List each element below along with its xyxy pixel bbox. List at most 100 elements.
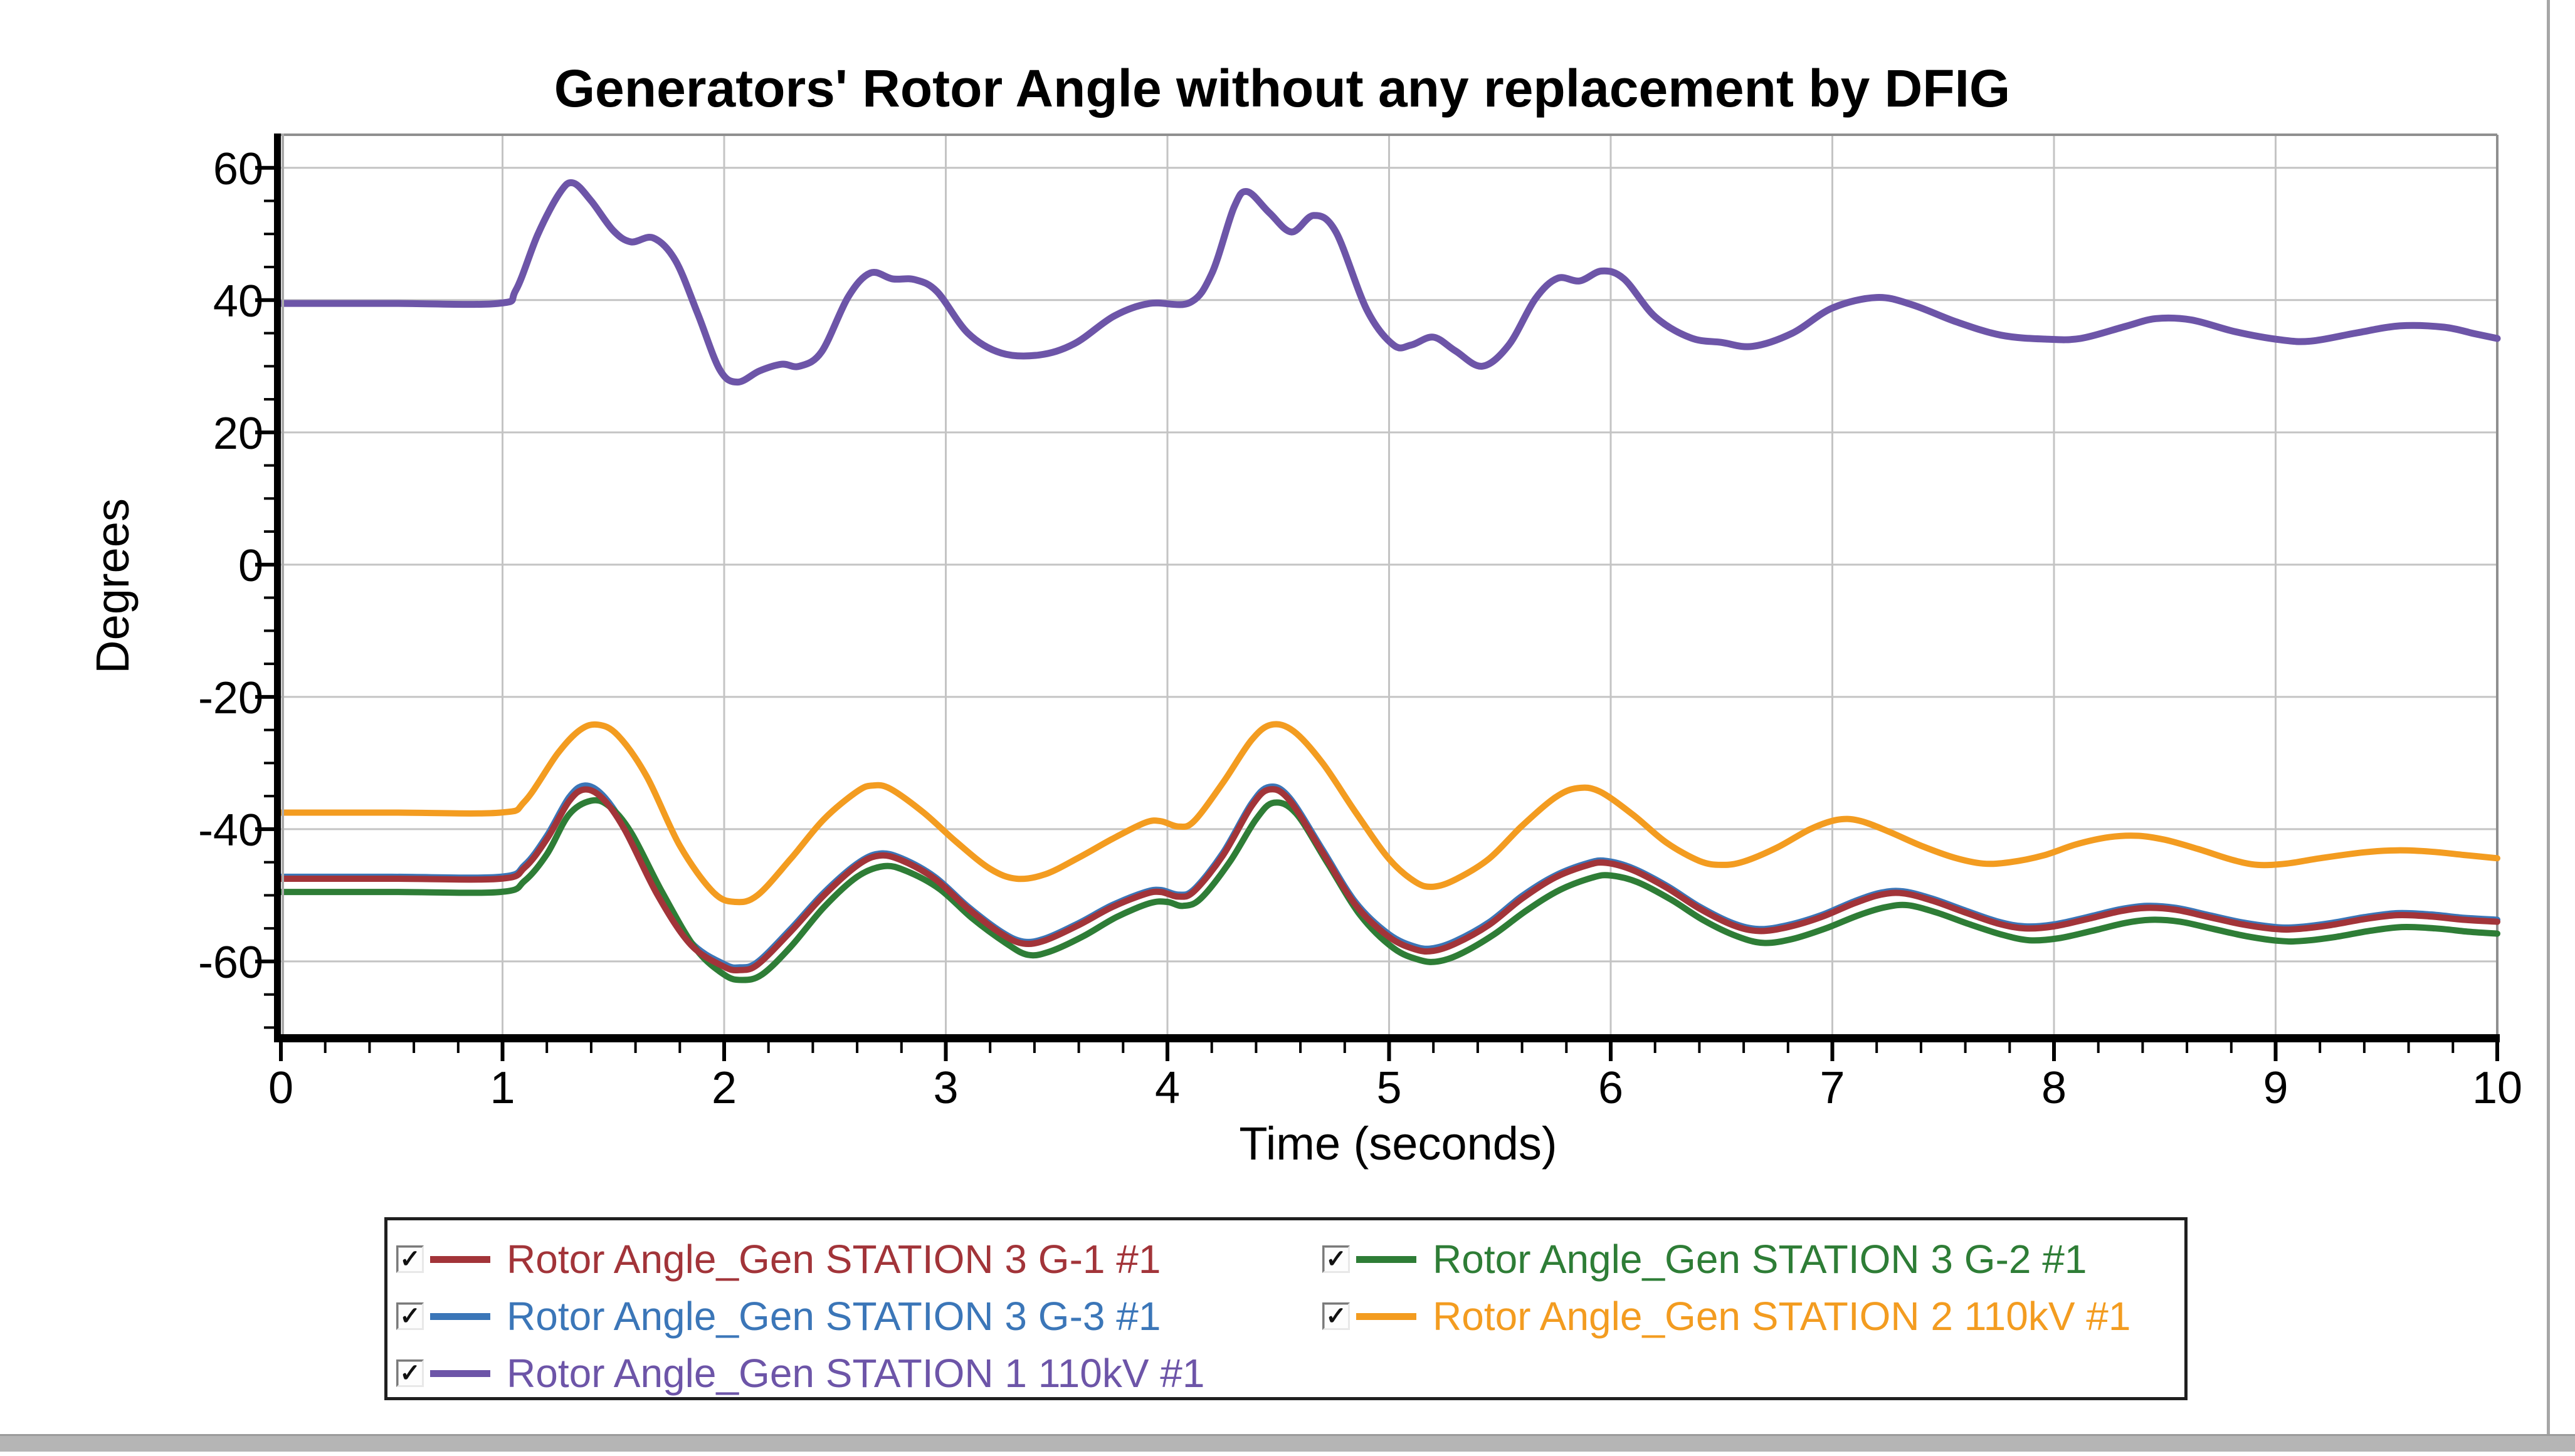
x-tick-label: 9: [2263, 1063, 2288, 1113]
x-minor-tick: [2362, 1042, 2366, 1053]
checkbox-icon[interactable]: ✓: [1322, 1245, 1350, 1273]
x-minor-tick: [767, 1042, 770, 1053]
y-axis-line: [274, 134, 281, 1042]
legend-item[interactable]: ✓ Rotor Angle_Gen STATION 3 G-3 #1: [396, 1291, 1161, 1341]
y-minor-tick: [264, 927, 274, 930]
legend-line-sample: [1356, 1255, 1416, 1263]
window-right-border: [2547, 0, 2550, 1434]
chart-title: Generators' Rotor Angle without any repl…: [554, 59, 2011, 118]
y-minor-tick: [264, 861, 274, 864]
x-tick-label: 7: [1819, 1063, 1845, 1113]
x-minor-tick: [1210, 1042, 1213, 1053]
x-minor-tick: [1520, 1042, 1524, 1053]
series-line-0: [278, 786, 2500, 974]
checkbox-icon[interactable]: ✓: [1322, 1302, 1350, 1330]
legend-line-sample: [1356, 1312, 1416, 1320]
x-minor-tick: [2141, 1042, 2144, 1053]
y-tick-label: 40: [213, 276, 263, 327]
legend-label: Rotor Angle_Gen STATION 2 110kV #1: [1433, 1294, 2131, 1339]
x-tick-label: 3: [933, 1063, 958, 1113]
legend-label: Rotor Angle_Gen STATION 3 G-3 #1: [507, 1294, 1161, 1339]
x-minor-tick: [1698, 1042, 1701, 1053]
y-major-tick: [255, 430, 274, 434]
x-minor-tick: [1299, 1042, 1302, 1053]
legend-item[interactable]: ✓ Rotor Angle_Gen STATION 1 110kV #1: [396, 1348, 1204, 1398]
series-curves: [277, 179, 2501, 983]
plot-frame: [281, 134, 2499, 1034]
legend-item[interactable]: ✓ Rotor Angle_Gen STATION 3 G-1 #1: [396, 1234, 1161, 1284]
axes-and-ticks: 0 1 2 3 4 5 6 7 8 9 10 60 40 20 0 -20 -40 -60: [198, 134, 2522, 1113]
window-bottom-bar: [0, 1434, 2575, 1452]
y-tick-label: -20: [198, 673, 263, 723]
x-minor-tick: [1476, 1042, 1479, 1053]
y-major-tick: [255, 562, 274, 567]
x-minor-tick: [1122, 1042, 1125, 1053]
y-major-tick: [255, 298, 274, 302]
x-major-tick: [2052, 1042, 2056, 1061]
y-minor-tick: [264, 266, 274, 269]
x-minor-tick: [2319, 1042, 2322, 1053]
x-tick-label: 0: [268, 1063, 293, 1113]
x-tick-label: 10: [2472, 1063, 2522, 1113]
legend: ✓ Rotor Angle_Gen STATION 3 G-1 #1 ✓ Rotor …: [384, 1217, 2188, 1400]
x-minor-tick: [1255, 1042, 1258, 1053]
checkbox-icon[interactable]: ✓: [396, 1245, 424, 1273]
y-minor-tick: [264, 233, 274, 236]
x-tick-label: 1: [490, 1063, 515, 1113]
y-tick-label: -60: [198, 938, 263, 988]
x-major-tick: [1166, 1042, 1169, 1061]
x-minor-tick: [1565, 1042, 1568, 1053]
x-tick-label: 4: [1155, 1063, 1180, 1113]
legend-label: Rotor Angle_Gen STATION 1 110kV #1: [507, 1351, 1205, 1396]
legend-item[interactable]: ✓ Rotor Angle_Gen STATION 2 110kV #1: [1322, 1291, 2130, 1341]
y-minor-tick: [264, 398, 274, 401]
x-tick-label: 6: [1598, 1063, 1623, 1113]
y-minor-tick: [264, 663, 274, 666]
x-minor-tick: [1919, 1042, 1922, 1053]
x-minor-tick: [1742, 1042, 1746, 1053]
checkbox-icon[interactable]: ✓: [396, 1359, 424, 1387]
x-minor-tick: [1786, 1042, 1789, 1053]
x-major-tick: [944, 1042, 948, 1061]
x-tick-label: 5: [1376, 1063, 1401, 1113]
y-minor-tick: [264, 894, 274, 897]
x-minor-tick: [1875, 1042, 1878, 1053]
x-minor-tick: [989, 1042, 992, 1053]
y-tick-label: 0: [238, 541, 263, 591]
y-minor-tick: [264, 993, 274, 996]
y-minor-tick: [264, 530, 274, 533]
legend-item[interactable]: ✓ Rotor Angle_Gen STATION 3 G-2 #1: [1322, 1234, 2087, 1284]
x-minor-tick: [324, 1042, 327, 1053]
y-minor-tick: [264, 199, 274, 202]
legend-line-sample: [430, 1255, 490, 1263]
x-minor-tick: [456, 1042, 460, 1053]
x-major-tick: [2273, 1042, 2278, 1061]
series-line-4: [277, 179, 2501, 386]
gridlines: [281, 135, 2497, 1034]
y-tick-label: 20: [213, 409, 263, 459]
x-minor-tick: [2008, 1042, 2011, 1053]
x-minor-tick: [1077, 1042, 1080, 1053]
x-minor-tick: [545, 1042, 549, 1053]
x-minor-tick: [856, 1042, 859, 1053]
x-major-tick: [279, 1042, 283, 1061]
x-minor-tick: [1343, 1042, 1346, 1053]
series-line-3: [278, 721, 2500, 906]
x-minor-tick: [678, 1042, 682, 1053]
x-minor-tick: [1653, 1042, 1656, 1053]
y-minor-tick: [264, 762, 274, 765]
checkbox-icon[interactable]: ✓: [396, 1302, 424, 1330]
y-tick-label: -40: [198, 805, 263, 856]
y-tick-label: 60: [213, 144, 263, 194]
x-major-tick: [722, 1042, 726, 1061]
y-minor-tick: [264, 464, 274, 467]
y-minor-tick: [264, 728, 274, 731]
y-minor-tick: [264, 629, 274, 632]
x-tick-label: 2: [712, 1063, 737, 1113]
x-major-tick: [1387, 1042, 1391, 1061]
x-major-tick: [1830, 1042, 1835, 1061]
y-minor-tick: [264, 596, 274, 599]
y-minor-tick: [264, 365, 274, 368]
